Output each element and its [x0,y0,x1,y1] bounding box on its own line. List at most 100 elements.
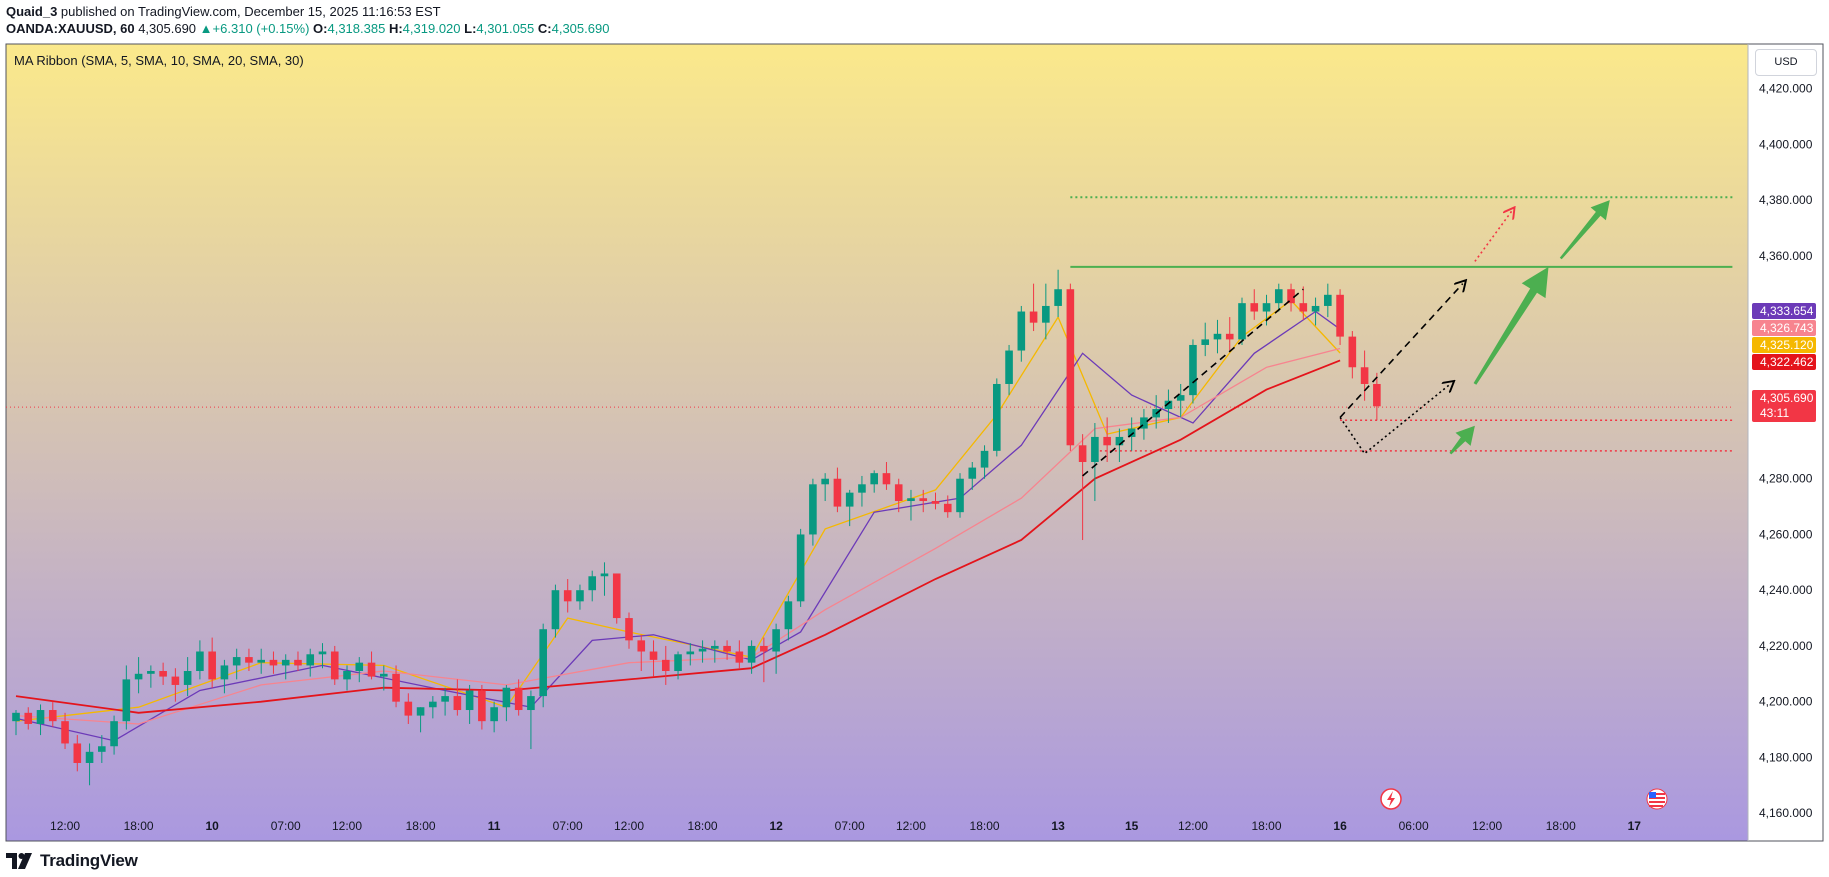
candle-body [1091,436,1099,463]
candle [1140,409,1148,440]
candle [943,495,952,518]
candle-body [98,746,106,752]
candle-body [1287,289,1295,304]
y-tick-label: 4,220.000 [1759,639,1813,653]
x-tick-label: 12:00 [896,819,926,833]
candle-body [686,651,695,655]
candle [796,528,805,607]
price-label-value: 4,325.120 [1760,338,1814,352]
candle [61,712,69,750]
candle-body [1078,445,1087,463]
x-tick-label: 12:00 [332,819,362,833]
candle-body [355,662,364,672]
tradingview-logo[interactable]: TradingView [6,851,138,871]
candle-body [968,467,977,479]
price-axis[interactable]: 4,160.000 4,180.000 4,200.000 4,220.000 4,24… [1759,82,1813,821]
candle-body [61,721,69,744]
tradingview-logo-icon [6,853,32,869]
candle [1360,350,1369,401]
candle-body [196,651,204,672]
candle-body [1348,336,1357,368]
indicator-label[interactable]: MA Ribbon (SMA, 5, SMA, 10, SMA, 20, SMA… [14,53,304,68]
candle [894,478,903,513]
candle [1103,417,1111,463]
candle-body [1262,303,1271,312]
candle-body [1274,289,1283,304]
candle [171,668,180,702]
green-arrow-small [1449,425,1475,455]
candle [257,648,265,674]
candle [1373,372,1381,421]
candle [612,573,621,624]
price-label-bg [1752,337,1816,353]
close-value: 4,305.690 [551,21,610,36]
y-tick-label: 4,240.000 [1759,583,1813,597]
y-tick-label: 4,380.000 [1759,193,1813,207]
candle-body [821,478,829,485]
candle-body [576,590,584,602]
candle [392,665,400,708]
x-tick-label: 07:00 [835,819,865,833]
black-dashed-path [1339,284,1463,418]
candle-body [306,654,315,666]
candle-body [833,478,842,507]
x-tick-label: 06:00 [1399,819,1429,833]
candle-body [85,751,94,763]
price-label-value: 4,305.690 [1760,391,1814,405]
candle-body [711,645,719,649]
y-tick-label: 4,400.000 [1759,137,1813,151]
candle [1201,322,1210,357]
publish-info: Quaid_3 published on TradingView.com, De… [6,4,441,19]
open-label: O: [313,21,328,36]
symbol-info: OANDA:XAUUSD, 60 4,305.690 ▲+6.310 (+0.1… [6,21,609,36]
candle [637,634,646,672]
time-axis[interactable]: 12:00 18:00 10 07:00 12:00 18:00 11 07:00 12:00 1… [50,819,1641,833]
candle-body [539,629,547,697]
candle [294,651,302,672]
candle-body [1238,303,1246,340]
author-name[interactable]: Quaid_3 [6,4,58,19]
candle-body [993,383,1001,451]
candle [980,445,989,479]
candle [698,640,707,663]
us-flag-icon[interactable] [1646,788,1668,810]
candle-body [1299,303,1308,312]
x-tick-label: 07:00 [271,819,301,833]
candle-body [1213,333,1222,340]
price-change: ▲+6.310 (+0.15%) [199,21,310,36]
candle [563,579,572,613]
candle [478,684,486,730]
candle-body [404,701,413,716]
candle [404,693,413,724]
candle-body [48,710,57,722]
candle-body [441,696,449,702]
y-tick-label: 4,200.000 [1759,695,1813,709]
symbol-name[interactable]: OANDA:XAUUSD, 60 [6,21,135,36]
lightning-icon[interactable] [1380,788,1402,810]
currency-button[interactable]: USD [1755,49,1817,76]
x-tick-label: 15 [1125,819,1139,833]
x-tick-label: 10 [205,819,219,833]
candle-body [1324,294,1332,306]
candle [110,715,118,755]
candle [1336,289,1344,345]
candle [343,665,351,691]
candle-body [809,484,817,535]
candle [1115,428,1124,463]
candle-body [24,712,33,724]
candle-body [919,498,928,502]
candle-body [870,473,878,485]
candle [514,679,523,716]
candle-body [980,450,989,468]
candle-body [318,651,327,655]
up-arrow-icon: ▲ [199,21,213,36]
candle-body [1311,305,1320,312]
candle [661,645,670,685]
candle [36,704,45,736]
candle [1017,305,1026,362]
candle [48,701,57,727]
candle [122,665,131,730]
candle-body [760,645,768,652]
candle-body [514,687,523,711]
